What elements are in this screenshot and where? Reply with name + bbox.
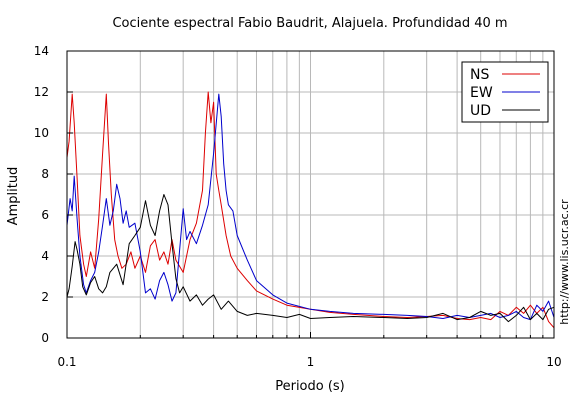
- x-tick-label: 10: [546, 355, 561, 369]
- y-tick-label: 10: [34, 126, 49, 140]
- x-axis-label: Periodo (s): [275, 379, 345, 394]
- series-line-ew: [66, 93, 555, 321]
- y-tick-label: 6: [41, 208, 49, 222]
- x-tick-label: 0.1: [57, 355, 76, 369]
- source-url: http://www.lis.ucr.ac.cr: [558, 199, 571, 325]
- legend-label-ns: NS: [470, 67, 489, 83]
- series-line-ud: [66, 194, 555, 323]
- y-tick-label: 8: [41, 167, 49, 181]
- x-axis-ticks: 0.1 1 10: [57, 332, 562, 369]
- y-tick-label: 0: [41, 331, 49, 345]
- y-tick-label: 2: [41, 290, 49, 304]
- x-tick-label: 1: [307, 355, 315, 369]
- legend-label-ud: UD: [470, 103, 491, 119]
- series-layer: [66, 91, 555, 329]
- y-axis-label: Amplitud: [6, 167, 21, 226]
- y-tick-label: 4: [41, 249, 49, 263]
- chart-title: Cociente espectral Fabio Baudrit, Alajue…: [112, 16, 507, 31]
- grid-lines: [66, 50, 554, 339]
- series-line-ns: [66, 91, 555, 329]
- y-tick-label: 14: [34, 44, 49, 58]
- legend: NS EW UD: [461, 61, 549, 123]
- y-tick-label: 12: [34, 85, 49, 99]
- y-axis-ticks: 0 2 4 6 8 10 12 14: [34, 44, 73, 345]
- legend-label-ew: EW: [470, 85, 493, 101]
